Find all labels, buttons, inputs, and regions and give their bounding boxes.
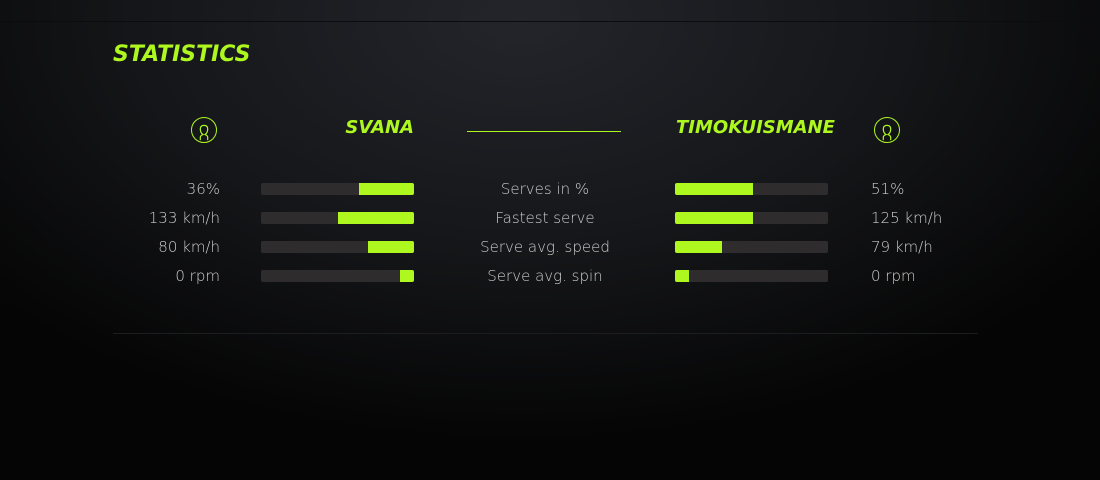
stat-row: 80 km/h Serve avg. speed 79 km/h bbox=[0, 237, 1100, 257]
left-bar bbox=[261, 183, 414, 195]
stat-label: Serves in % bbox=[500, 180, 590, 198]
stat-row: 36% Serves in % 51% bbox=[0, 179, 1100, 199]
right-bar-fill bbox=[675, 241, 723, 253]
top-divider bbox=[0, 21, 1100, 22]
stat-row: 133 km/h Fastest serve 125 km/h bbox=[0, 208, 1100, 228]
left-bar bbox=[261, 212, 414, 224]
user-icon bbox=[874, 117, 900, 143]
right-value: 51% bbox=[871, 180, 905, 198]
bottom-divider bbox=[113, 333, 978, 334]
left-bar-fill bbox=[400, 270, 414, 282]
left-bar-fill bbox=[337, 212, 414, 224]
section-title: STATISTICS bbox=[113, 42, 251, 67]
left-bar bbox=[261, 241, 414, 253]
right-bar bbox=[675, 241, 828, 253]
left-value: 133 km/h bbox=[148, 209, 220, 227]
left-value: 36% bbox=[186, 180, 220, 198]
stat-label: Serve avg. speed bbox=[480, 238, 610, 256]
right-bar bbox=[675, 183, 828, 195]
right-bar-fill bbox=[675, 212, 754, 224]
left-bar bbox=[261, 270, 414, 282]
right-bar bbox=[675, 212, 828, 224]
right-bar bbox=[675, 270, 828, 282]
stat-label: Serve avg. spin bbox=[487, 267, 603, 285]
right-bar-fill bbox=[675, 183, 754, 195]
user-icon bbox=[191, 117, 217, 143]
player-left-name: SVANA bbox=[345, 117, 414, 138]
right-bar-fill bbox=[675, 270, 689, 282]
left-value: 0 rpm bbox=[175, 267, 220, 285]
right-value: 79 km/h bbox=[871, 238, 933, 256]
right-value: 125 km/h bbox=[871, 209, 943, 227]
left-value: 80 km/h bbox=[158, 238, 220, 256]
player-right-name: TIMOKUISMANE bbox=[676, 117, 835, 138]
center-divider bbox=[467, 131, 621, 132]
left-bar-fill bbox=[368, 241, 414, 253]
right-value: 0 rpm bbox=[871, 267, 916, 285]
left-bar-fill bbox=[358, 183, 414, 195]
stat-label: Fastest serve bbox=[495, 209, 595, 227]
stat-row: 0 rpm Serve avg. spin 0 rpm bbox=[0, 266, 1100, 286]
